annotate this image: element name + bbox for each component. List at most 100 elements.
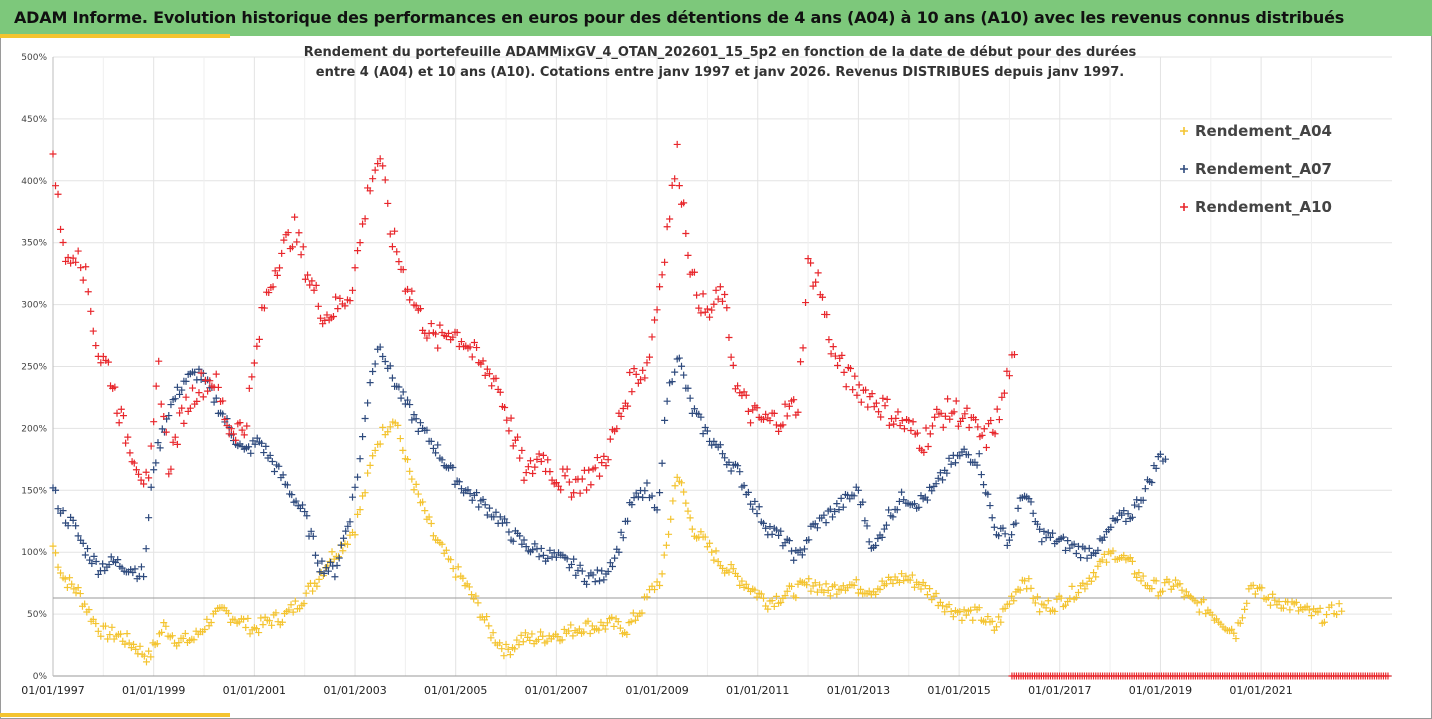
data-point [623, 630, 631, 638]
data-point [232, 436, 240, 444]
data-point [514, 433, 522, 441]
data-point [591, 464, 599, 472]
data-point [721, 291, 729, 299]
data-point [125, 639, 133, 647]
data-point [285, 606, 293, 614]
data-point [434, 441, 442, 449]
data-point [147, 442, 155, 450]
data-point [199, 393, 207, 401]
data-point [960, 606, 968, 614]
data-point [136, 642, 144, 650]
data-point [915, 503, 923, 511]
data-point [79, 539, 87, 547]
data-point [558, 636, 566, 644]
data-point [688, 525, 696, 533]
data-point [189, 384, 197, 392]
data-point [374, 160, 382, 168]
data-point [259, 621, 267, 629]
data-point [913, 429, 921, 437]
data-point [379, 423, 387, 431]
data-point [875, 408, 883, 416]
data-point [727, 561, 735, 569]
data-point [501, 404, 509, 412]
data-point [1169, 582, 1177, 590]
data-point [1131, 501, 1139, 509]
data-point [64, 254, 72, 262]
data-point [88, 559, 96, 567]
data-point [63, 583, 71, 591]
data-point [736, 581, 744, 589]
data-point [889, 580, 897, 588]
data-point [260, 304, 268, 312]
data-point [1103, 558, 1111, 566]
data-point [880, 525, 888, 533]
data-point [991, 430, 999, 438]
data-point [289, 608, 297, 616]
data-point [878, 577, 886, 585]
data-point [626, 368, 634, 376]
data-point [1141, 485, 1149, 493]
data-point [255, 335, 263, 343]
data-point [982, 443, 990, 451]
data-point [1049, 529, 1057, 537]
data-point [911, 500, 919, 508]
data-point [939, 423, 947, 431]
data-point [777, 599, 785, 607]
data-point [236, 419, 244, 427]
data-point [803, 581, 811, 589]
data-point [872, 541, 880, 549]
data-point [503, 519, 511, 527]
data-point [595, 626, 603, 634]
data-point [1074, 589, 1082, 597]
data-point [479, 357, 487, 365]
data-point [1249, 581, 1257, 589]
data-point [634, 379, 642, 387]
data-point [97, 632, 105, 640]
data-point [240, 431, 248, 439]
data-point [455, 478, 463, 486]
data-point [628, 501, 636, 509]
data-point [1384, 672, 1392, 680]
data-point [524, 463, 532, 471]
y-tick-label: 400% [21, 177, 47, 187]
legend-item: Rendement_A04 [1180, 122, 1332, 140]
data-point [526, 457, 534, 465]
data-point [416, 419, 424, 427]
data-point [432, 449, 440, 457]
data-point [165, 412, 173, 420]
data-point [661, 258, 669, 266]
data-point [84, 545, 92, 553]
data-point [79, 276, 87, 284]
data-point [173, 383, 181, 391]
data-point [662, 541, 670, 549]
data-point [678, 479, 686, 487]
data-point [668, 378, 676, 386]
data-point [928, 422, 936, 430]
data-point [1046, 533, 1054, 541]
data-point [766, 523, 774, 531]
data-point [753, 404, 761, 412]
data-point [376, 343, 384, 351]
data-point [641, 487, 649, 495]
data-point [772, 526, 780, 534]
data-point [132, 645, 140, 653]
data-point [772, 592, 780, 600]
data-point [1122, 517, 1130, 525]
page-title: ADAM Informe. Evolution historique des p… [14, 8, 1345, 27]
data-point [246, 630, 254, 638]
data-point [852, 576, 860, 584]
data-point [947, 460, 955, 468]
data-point [104, 635, 112, 643]
data-point [140, 652, 148, 660]
data-point [101, 567, 109, 575]
data-point [518, 540, 526, 548]
data-point [457, 338, 465, 346]
data-point [653, 506, 661, 514]
data-point [762, 410, 770, 418]
data-point [569, 632, 577, 640]
data-point [554, 633, 562, 641]
data-point [131, 565, 139, 573]
data-point [404, 285, 412, 293]
data-point [895, 578, 903, 586]
data-point [829, 343, 837, 351]
